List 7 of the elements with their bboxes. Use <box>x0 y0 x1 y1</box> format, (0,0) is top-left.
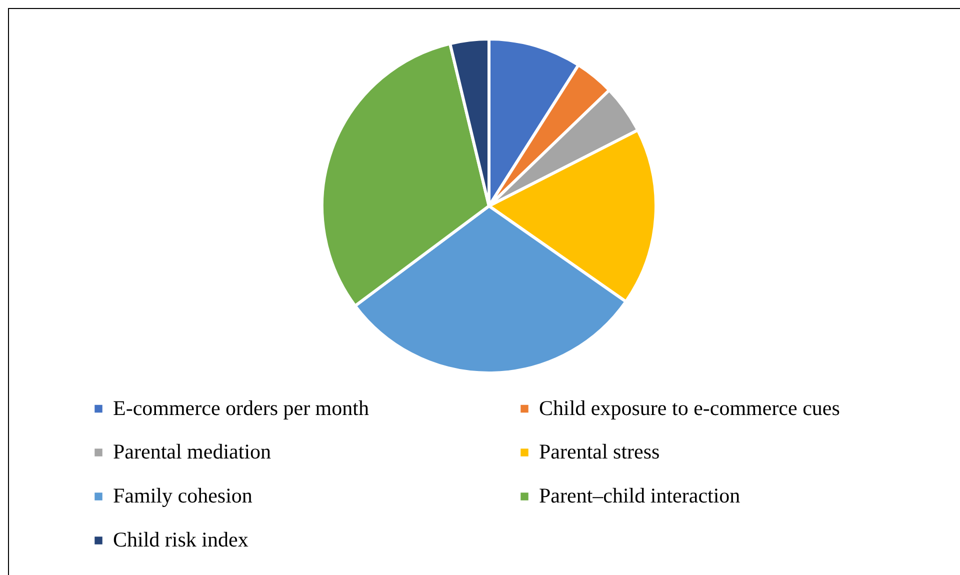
legend-label: Parental mediation <box>113 440 272 464</box>
legend-label: Parental stress <box>539 440 660 464</box>
legend-label: Child exposure to e-commerce cues <box>539 396 840 420</box>
legend-label: Parent–child interaction <box>539 484 741 508</box>
legend-label: Child risk index <box>113 528 249 552</box>
legend-label: E-commerce orders per month <box>113 396 370 420</box>
legend-label: Family cohesion <box>113 484 253 508</box>
